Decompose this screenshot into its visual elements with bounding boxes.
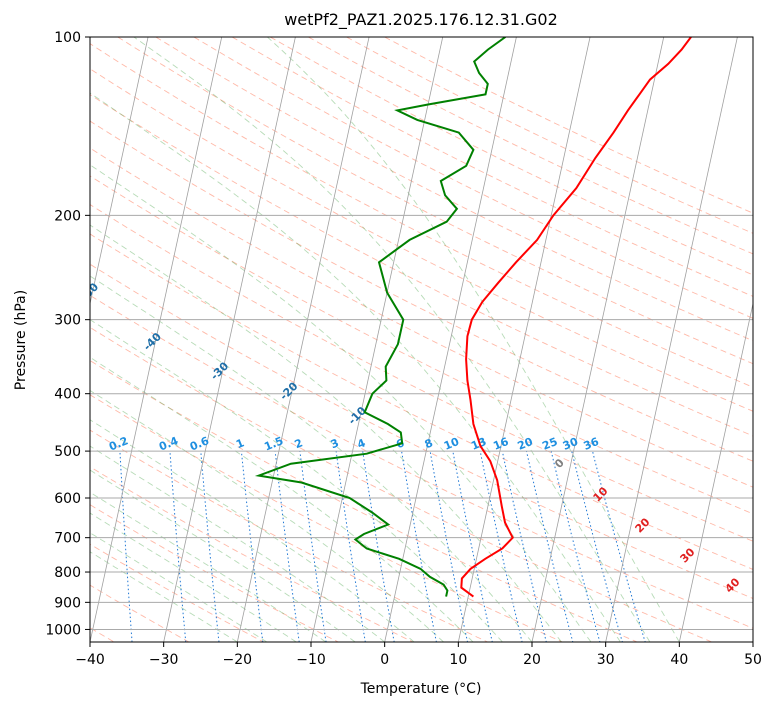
- mixing-ratio-label: 16: [491, 435, 510, 453]
- moist-adiabats: [90, 37, 680, 642]
- moist-adiabat-line: [90, 164, 592, 642]
- mixing-ratio-label: 20: [516, 435, 535, 453]
- y-tick-label: 900: [54, 595, 81, 611]
- x-tick-label: 50: [744, 652, 762, 668]
- chart-title: wetPf2_PAZ1.2025.176.12.31.G02: [284, 10, 558, 30]
- x-tick-label: −30: [149, 652, 179, 668]
- isotherm-line: [236, 37, 370, 642]
- dry-adiabat-line: [90, 429, 489, 642]
- x-tick-label: 10: [449, 652, 467, 668]
- dry-adiabat-line: [90, 584, 190, 642]
- dewpoint-trace: [254, 37, 506, 597]
- y-tick-label: 400: [54, 387, 81, 403]
- mixing-ratio-label: 25: [540, 435, 559, 453]
- y-tick-label: 100: [54, 30, 81, 46]
- dry-adiabat-label: -50: [78, 280, 101, 303]
- y-tick-label: 800: [54, 565, 81, 581]
- plot-frame: [89, 36, 754, 643]
- y-tick-label: 200: [54, 208, 81, 224]
- plot-area: -100-90-80-70-60-50-40-30-20-100.10.20.4…: [78, 37, 753, 642]
- isotherm-line: [163, 37, 296, 642]
- x-axis-label: Temperature (°C): [360, 681, 482, 697]
- moist-adiabat-line: [90, 469, 356, 642]
- y-axis-label: Pressure (hPa): [13, 290, 29, 390]
- isotherm-line: [678, 301, 753, 642]
- isotherm-line: [531, 37, 665, 642]
- y-tick-label: 300: [54, 313, 81, 329]
- dry-adiabat-line: [117, 37, 753, 365]
- x-tick-label: −20: [223, 652, 253, 668]
- dry-adiabat-line: [90, 543, 265, 642]
- moist-adiabat-line: [90, 445, 385, 642]
- temperature-trace: [460, 37, 692, 598]
- dry-adiabat-line: [90, 68, 753, 412]
- mixing-ratio-label: 8: [423, 436, 435, 451]
- mixing-ratio-label: 1: [234, 436, 246, 451]
- moist-adiabat-line: [90, 356, 474, 642]
- x-tick-label: 30: [597, 652, 615, 668]
- moist-adiabat-line: [90, 389, 444, 642]
- isotherm-line: [90, 37, 223, 642]
- x-tick-label: 0: [380, 652, 389, 668]
- x-tick-label: 20: [523, 652, 541, 668]
- isotherm-line: [605, 37, 738, 642]
- moist-adiabat-line: [90, 491, 326, 642]
- isotherm-line: [310, 37, 444, 642]
- y-tick-label: 500: [54, 444, 81, 460]
- x-tick-label: −40: [75, 652, 105, 668]
- dry-adiabat-line: [90, 466, 414, 642]
- mixing-ratio-label: 2: [293, 436, 305, 451]
- moist-adiabat-line: [90, 92, 621, 642]
- isotherm-line: [457, 37, 591, 642]
- x-tick-label: 40: [670, 652, 688, 668]
- mixing-ratio-label: 30: [561, 435, 580, 453]
- mixing-ratio-label: 3: [329, 436, 341, 451]
- y-axis-ticks: 100 200 300 400 500 600 700 800 900 1000: [45, 30, 90, 638]
- dry-adiabat-line: [90, 394, 564, 642]
- y-tick-label: 1000: [45, 622, 81, 638]
- moist-adiabat-line: [90, 275, 533, 642]
- pressure-gridlines: [90, 37, 753, 630]
- y-tick-label: 600: [54, 491, 81, 507]
- moist-adiabat-line: [133, 37, 651, 642]
- dry-adiabat-line: [90, 43, 753, 388]
- dry-adiabat-line: [231, 37, 753, 297]
- moist-adiabat-line: [90, 224, 562, 642]
- mixing-ratio-label: 36: [582, 435, 601, 453]
- x-tick-label: −10: [296, 652, 326, 668]
- mixing-ratio-label: 10: [442, 435, 461, 453]
- isotherm-line: [90, 37, 149, 306]
- isotherm-line: [384, 37, 517, 642]
- x-axis-ticks: −40 −30 −20 −10 0 10 20 30 40 50: [75, 642, 762, 668]
- sounding-traces: [254, 37, 692, 598]
- dry-adiabat-line: [155, 37, 753, 342]
- isotherms: [90, 37, 753, 642]
- dry-adiabat-line: [193, 37, 753, 319]
- moist-adiabat-line: [90, 551, 238, 642]
- y-tick-label: 700: [54, 531, 81, 547]
